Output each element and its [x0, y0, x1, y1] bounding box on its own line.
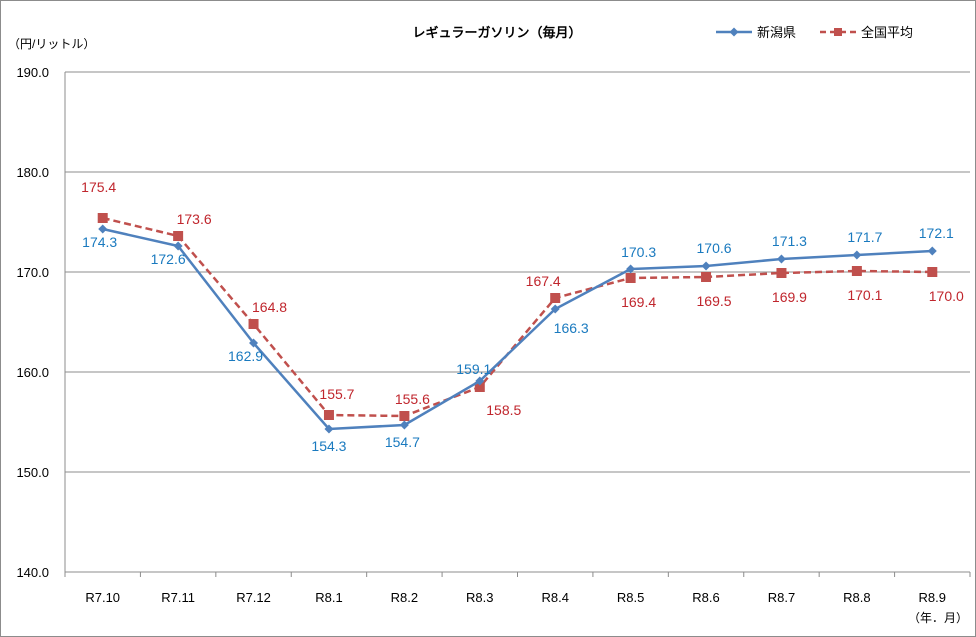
- axes: 140.0 150.0 160.0 170.0 180.0 190.0 R7.10 R7.11…: [16, 65, 971, 605]
- legend-marker-niigata: [729, 27, 739, 37]
- data-point-national: [248, 319, 259, 329]
- data-label-niigata: 154.7: [385, 434, 420, 450]
- data-labels: 174.3 172.6 162.9 154.3 154.7 159.1 166.3 170.3…: [81, 179, 964, 454]
- data-point-niigata: [852, 250, 862, 260]
- x-tick-label: R8.2: [391, 590, 418, 605]
- data-label-niigata: 172.6: [151, 251, 186, 267]
- series-line-national: [102, 216, 933, 418]
- x-tick-label: R8.7: [768, 590, 795, 605]
- legend: 新潟県 全国平均: [716, 25, 913, 40]
- data-point-niigata: [927, 246, 937, 256]
- series-lines: [97, 213, 938, 434]
- data-label-niigata: 172.1: [919, 225, 954, 241]
- data-point-national: [701, 272, 712, 282]
- data-label-niigata: 166.3: [554, 320, 589, 336]
- x-tick-label: R8.6: [692, 590, 719, 605]
- data-point-national: [474, 382, 485, 392]
- x-axis-label: （年．月）: [908, 611, 968, 625]
- data-point-national: [625, 273, 636, 283]
- x-tick-label: R8.8: [843, 590, 870, 605]
- data-label-niigata: 170.6: [697, 240, 732, 256]
- data-point-niigata: [626, 264, 636, 274]
- x-tick-label: R8.3: [466, 590, 493, 605]
- x-tick-label: R7.10: [85, 590, 120, 605]
- data-point-niigata: [701, 261, 711, 271]
- y-tick-label: 150.0: [16, 465, 49, 480]
- data-label-national: 170.0: [929, 288, 964, 304]
- y-tick-label: 160.0: [16, 365, 49, 380]
- data-label-niigata: 171.3: [772, 233, 807, 249]
- x-tick-label: R8.5: [617, 590, 644, 605]
- legend-item-national: 全国平均: [820, 25, 913, 40]
- legend-marker-national: [834, 28, 842, 36]
- data-point-niigata: [249, 338, 259, 348]
- x-tick-label: R8.4: [541, 590, 568, 605]
- data-point-national: [851, 266, 862, 276]
- x-tick-label: R7.12: [236, 590, 271, 605]
- data-label-niigata: 170.3: [621, 244, 656, 260]
- data-label-niigata: 171.7: [847, 229, 882, 245]
- legend-label-niigata: 新潟県: [757, 25, 796, 40]
- data-label-national: 155.7: [319, 386, 354, 402]
- data-label-national: 169.9: [772, 289, 807, 305]
- y-tick-label: 140.0: [16, 565, 49, 580]
- data-label-national: 173.6: [177, 211, 212, 227]
- y-tick-label: 180.0: [16, 165, 49, 180]
- x-tick-label: R7.11: [161, 590, 195, 605]
- data-label-national: 170.1: [847, 287, 882, 303]
- data-point-national: [927, 267, 938, 277]
- x-tick-label: R8.9: [919, 590, 946, 605]
- data-label-national: 169.5: [697, 293, 732, 309]
- grid-lines: [65, 71, 970, 573]
- data-label-niigata: 162.9: [228, 348, 263, 364]
- data-label-national: 175.4: [81, 179, 116, 195]
- x-tick-label: R8.1: [315, 590, 342, 605]
- data-label-national: 164.8: [252, 299, 287, 315]
- data-label-niigata: 154.3: [311, 438, 346, 454]
- data-point-niigata: [550, 304, 560, 314]
- y-tick-label: 170.0: [16, 265, 49, 280]
- data-point-niigata: [776, 254, 786, 264]
- chart-title: レギュラーガソリン（毎月）: [412, 25, 581, 40]
- data-point-national: [173, 231, 184, 241]
- data-point-niigata: [324, 424, 334, 434]
- data-label-niigata: 174.3: [82, 234, 117, 250]
- data-point-niigata: [98, 224, 108, 234]
- y-axis-label: （円/リットル）: [8, 37, 95, 51]
- data-label-national: 155.6: [395, 391, 430, 407]
- data-label-national: 167.4: [526, 273, 561, 289]
- legend-label-national: 全国平均: [861, 25, 913, 40]
- legend-item-niigata: 新潟県: [716, 25, 796, 40]
- data-point-national: [399, 411, 410, 421]
- data-point-national: [550, 293, 561, 303]
- data-label-national: 158.5: [486, 402, 521, 418]
- data-point-national: [323, 410, 334, 420]
- data-point-national: [776, 268, 787, 278]
- data-point-national: [97, 213, 108, 223]
- y-tick-label: 190.0: [16, 65, 49, 80]
- data-label-niigata: 159.1: [456, 361, 491, 377]
- data-point-niigata: [399, 420, 409, 430]
- data-point-niigata: [173, 241, 183, 251]
- data-point-niigata: [475, 376, 485, 386]
- data-label-national: 169.4: [621, 294, 656, 310]
- series-line-niigata: [102, 227, 933, 431]
